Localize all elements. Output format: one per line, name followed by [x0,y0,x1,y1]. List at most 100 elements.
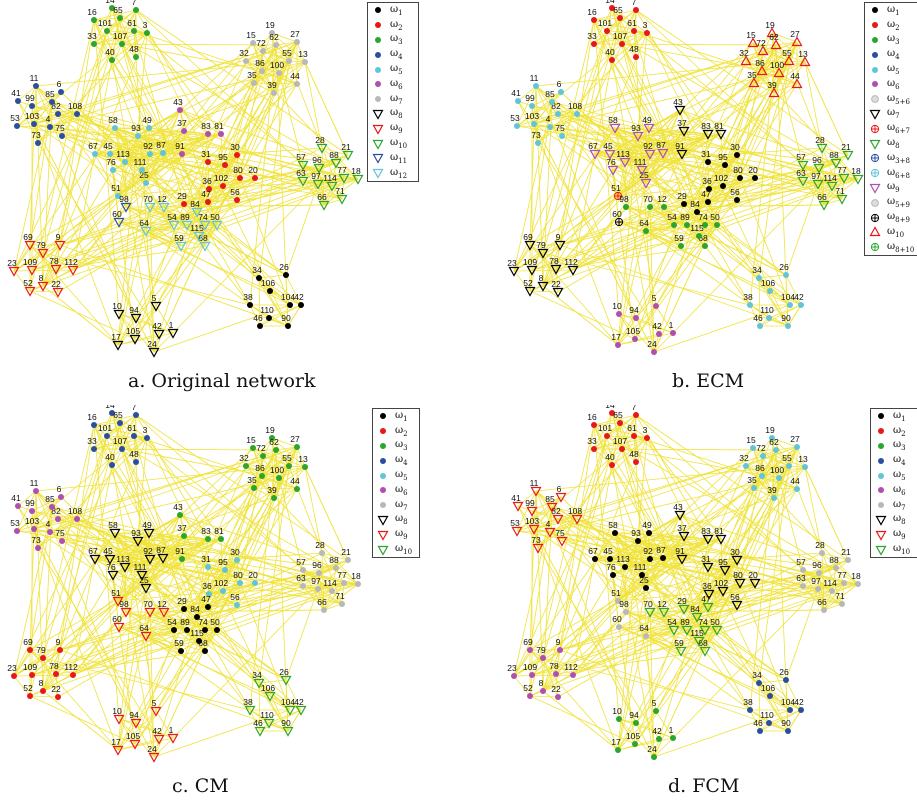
legend-entry: ω4 [871,453,917,468]
edge [517,85,537,102]
edge [181,153,209,163]
node-label: 42 [652,321,662,331]
legend-base: ω [390,18,399,30]
node-marker [800,583,806,589]
edge [609,153,626,163]
edge [617,566,626,602]
edge [118,313,136,340]
node-marker [740,55,752,66]
edge [516,530,683,560]
legend-base: ω [893,439,902,451]
node-marker [512,501,524,512]
edge [118,313,155,353]
node-marker [157,553,169,564]
node-label: 111 [634,157,647,167]
node-label: 41 [511,493,521,503]
node-label: 12 [657,194,667,204]
node-marker [691,612,703,623]
node-label: 32 [239,453,249,463]
node-label: 71 [835,186,845,196]
node-marker [109,57,115,63]
node-marker [660,555,666,561]
node-label: 1 [669,725,674,735]
node-label: 40 [605,47,615,57]
legend-entry: ω9 [373,527,419,542]
node-label: 29 [677,191,687,201]
node-label: 57 [796,152,806,162]
node-label: 6 [57,484,62,494]
edge [516,85,537,127]
node-marker [631,28,637,34]
node-marker [702,602,714,613]
edge [559,154,849,246]
legend-symbol [372,109,384,120]
node-marker [632,336,638,342]
legend-base: ω [887,137,896,149]
legend-symbol [869,139,881,150]
legend-symbol [872,36,878,43]
legend-subscript: 8+10 [895,245,915,254]
legend-marker [869,183,881,194]
node-marker [743,463,749,469]
node-label: 100 [770,465,784,475]
node-label: 13 [298,49,308,59]
node-marker [771,495,777,501]
edge [114,532,182,652]
edge [841,582,845,605]
edge [679,514,837,569]
legend-subscript: 6 [403,488,408,497]
node-label: 78 [549,661,559,671]
edge [645,635,682,652]
legend-subscript: 7 [901,503,906,512]
node-label: 72 [256,443,266,453]
legend-symbol [872,22,878,29]
edge [533,113,578,125]
node-marker [117,420,123,426]
node-label: 70 [643,599,653,609]
node-marker [693,636,705,647]
node-marker [540,655,546,661]
node-marker [122,159,128,165]
legend-label: ω7 [893,499,906,512]
node-marker [591,422,597,428]
node-label: 57 [796,557,806,567]
node-label: 52 [23,278,33,288]
edge [572,59,613,271]
legend-symbol [380,428,386,435]
node-marker [33,83,39,89]
node-marker [674,510,686,521]
node-label: 19 [265,425,275,435]
edge [259,304,302,327]
node-marker [750,445,756,451]
node-label: 73 [531,130,541,140]
node-marker [681,625,693,636]
node-marker [109,528,121,539]
node-label: 67 [588,546,598,556]
node-marker [181,533,187,539]
legend-subscript: 3+8 [895,156,910,165]
legend-marker [372,124,384,135]
legend-label: ω4 [390,48,403,61]
edge [787,709,802,732]
edge [239,50,264,179]
edge [529,19,595,292]
node-label: 23 [7,258,17,268]
edge [572,447,754,676]
node-marker [515,98,521,104]
legend-symbol [878,502,884,509]
edge [611,464,664,559]
edge [49,446,298,533]
node-marker [175,241,187,252]
node-label: 64 [139,623,149,633]
node-label: 104 [781,697,795,707]
node-marker [632,131,644,142]
edge [696,177,845,213]
legend-label: ω12 [390,167,407,180]
node-label: 67 [588,141,598,151]
node-marker [144,554,156,565]
node-marker [821,607,827,613]
edge [207,161,241,179]
node-marker [211,220,223,231]
legend-symbol [871,198,879,207]
legend-subscript: 5+9 [895,201,910,210]
